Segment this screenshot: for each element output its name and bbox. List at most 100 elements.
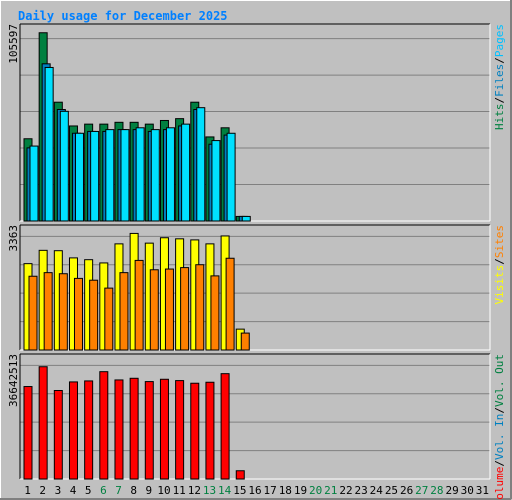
x-tick-label-3: 3 (55, 484, 62, 497)
bar-volume-day-12 (190, 382, 200, 480)
bar-volume-day-10 (159, 378, 169, 480)
x-tick-label-20: 20 (309, 484, 322, 497)
chart-panels: 105597Hits/Files/Pages3363Visits/Sites36… (7, 23, 506, 500)
bar-volume-day-2 (38, 366, 48, 480)
x-tick-label-13: 13 (203, 484, 216, 497)
y-max-label: 36642513 (7, 354, 20, 407)
bar-volume-day-11 (175, 380, 185, 480)
x-tick-label-4: 4 (70, 484, 77, 497)
x-tick-label-12: 12 (188, 484, 201, 497)
x-tick-label-25: 25 (385, 484, 398, 497)
bar-sites-day-3 (58, 273, 68, 351)
bar-volume-day-5 (84, 380, 94, 480)
legend-part: Pages (493, 24, 506, 57)
legend-part: Hits (493, 104, 506, 131)
x-tick-label-18: 18 (279, 484, 292, 497)
bar-pages-day-9 (150, 129, 160, 222)
x-tick-label-9: 9 (146, 484, 153, 497)
x-tick-label-27: 27 (415, 484, 428, 497)
legend-part: Visits (493, 265, 506, 305)
legend-part: / (493, 97, 506, 104)
x-tick-label-21: 21 (324, 484, 337, 497)
chart-title: Daily usage for December 2025 (18, 9, 228, 23)
bar-pages-day-14 (226, 132, 236, 222)
y-max-label: 105597 (7, 24, 20, 64)
legend-part: Files (493, 64, 506, 97)
bar-volume-day-9 (144, 381, 154, 480)
x-tick-label-15: 15 (233, 484, 246, 497)
bar-volume-day-7 (114, 379, 124, 480)
x-tick-label-17: 17 (264, 484, 277, 497)
bar-sites-day-14 (225, 257, 235, 351)
bar-pages-day-4 (74, 132, 84, 222)
x-tick-label-24: 24 (370, 484, 384, 497)
bar-sites-day-12 (195, 264, 205, 351)
bar-sites-day-1 (28, 275, 38, 351)
x-tick-label-14: 14 (218, 484, 232, 497)
x-tick-label-7: 7 (115, 484, 122, 497)
x-tick-label-16: 16 (248, 484, 261, 497)
panel-legend: Visits/Sites (493, 225, 506, 305)
panel-background (20, 354, 490, 479)
bar-sites-day-5 (89, 279, 99, 351)
bar-volume-day-4 (68, 381, 78, 480)
bar-sites-day-8 (134, 259, 144, 351)
bar-sites-day-7 (119, 272, 129, 351)
legend-part: / (493, 407, 506, 414)
bar-pages-day-8 (135, 127, 145, 222)
legend-part: Volume (493, 467, 506, 500)
bar-sites-day-15 (240, 332, 250, 351)
bar-pages-day-3 (59, 110, 69, 222)
x-axis-labels: 1 2 3 4 5 6 7 8 9 10 11 12 13 14 15 16 17 18 19 20 21 22 23 24 2… (24, 484, 489, 497)
legend-part: Vol. In (493, 414, 506, 460)
bar-sites-day-6 (104, 287, 114, 351)
x-tick-label-19: 19 (294, 484, 307, 497)
legend-part: / (493, 258, 506, 265)
bar-sites-day-11 (180, 267, 190, 351)
bar-sites-day-2 (43, 272, 53, 351)
bar-volume-day-14 (220, 373, 230, 480)
x-tick-label-31: 31 (476, 484, 489, 497)
bar-pages-day-5 (90, 130, 100, 222)
bar-sites-day-9 (149, 269, 159, 351)
panel-visits-sites: 3363 Visits/Sites (7, 224, 506, 351)
bar-sites-day-4 (73, 277, 83, 351)
y-max-label: 3363 (7, 225, 20, 252)
bar-sites-day-10 (164, 268, 174, 351)
panel-legend: Hits/Files/Pages (493, 24, 506, 130)
bar-sites-day-13 (210, 275, 220, 351)
bar-pages-day-1 (29, 145, 39, 222)
bar-pages-day-7 (120, 129, 130, 222)
x-tick-label-29: 29 (445, 484, 458, 497)
x-tick-label-11: 11 (173, 484, 186, 497)
x-tick-label-23: 23 (355, 484, 368, 497)
bar-volume-day-1 (23, 386, 33, 480)
x-tick-label-26: 26 (400, 484, 413, 497)
x-tick-label-10: 10 (157, 484, 170, 497)
legend-part: / (493, 460, 506, 467)
bar-volume-day-6 (99, 371, 109, 480)
panel-legend: Volume/Vol. In/Vol. Out (493, 354, 506, 500)
x-tick-label-22: 22 (339, 484, 352, 497)
bar-pages-day-11 (181, 123, 191, 222)
x-tick-label-2: 2 (39, 484, 46, 497)
legend-part: Sites (493, 225, 506, 258)
bar-pages-day-15 (241, 215, 251, 222)
bar-pages-day-10 (165, 127, 175, 222)
x-tick-label-5: 5 (85, 484, 92, 497)
bar-volume-day-8 (129, 377, 139, 480)
bar-volume-day-13 (205, 381, 215, 480)
x-tick-label-6: 6 (100, 484, 107, 497)
panel-background (20, 225, 490, 350)
bar-pages-day-2 (44, 66, 54, 222)
bar-volume-day-15 (235, 470, 245, 480)
x-tick-label-28: 28 (430, 484, 443, 497)
x-tick-label-1: 1 (24, 484, 31, 497)
x-tick-label-30: 30 (461, 484, 474, 497)
bar-volume-day-3 (53, 390, 63, 480)
legend-part: Vol. Out (493, 354, 506, 407)
bar-pages-day-13 (211, 140, 221, 222)
x-tick-label-8: 8 (130, 484, 137, 497)
